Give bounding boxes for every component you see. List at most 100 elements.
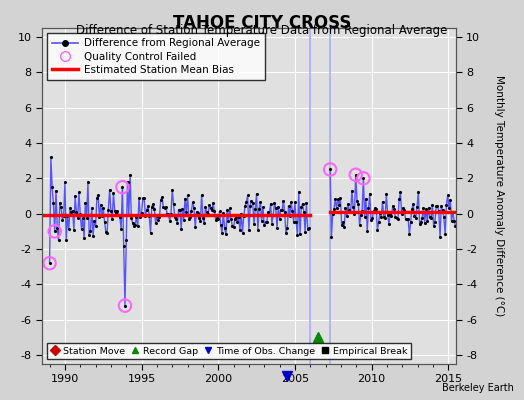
Point	[441, 231, 450, 238]
Point	[326, 166, 334, 173]
Point	[184, 215, 193, 222]
Point	[171, 214, 179, 220]
Point	[389, 203, 397, 209]
Point	[224, 218, 233, 224]
Point	[254, 226, 262, 233]
Point	[178, 205, 187, 212]
Point	[89, 232, 97, 239]
Point	[125, 212, 133, 218]
Point	[352, 172, 360, 178]
Point	[280, 209, 289, 216]
Point	[107, 208, 115, 214]
Point	[352, 172, 360, 178]
Point	[421, 220, 429, 226]
Point	[292, 219, 300, 226]
Point	[57, 204, 66, 210]
Point	[370, 205, 379, 212]
Point	[339, 219, 347, 225]
Point	[341, 204, 350, 211]
Point	[261, 219, 270, 226]
Point	[227, 216, 235, 222]
Text: Difference of Station Temperature Data from Regional Average: Difference of Station Temperature Data f…	[77, 24, 447, 37]
Point	[245, 227, 253, 233]
Point	[402, 216, 411, 222]
Point	[363, 228, 372, 234]
Point	[174, 206, 183, 213]
Point	[260, 222, 268, 228]
Point	[357, 212, 365, 218]
Point	[102, 229, 110, 235]
Point	[395, 196, 403, 202]
Point	[234, 214, 243, 220]
Point	[53, 225, 61, 231]
Point	[90, 218, 99, 224]
Point	[266, 200, 275, 207]
Point	[450, 217, 458, 224]
Point	[434, 208, 443, 215]
Point	[61, 179, 69, 185]
Point	[199, 215, 207, 221]
Point	[384, 211, 392, 218]
Point	[394, 216, 402, 222]
Point	[345, 207, 354, 214]
Point	[209, 200, 217, 207]
Point	[64, 226, 73, 232]
Point	[66, 204, 74, 211]
Point	[239, 212, 248, 219]
Point	[121, 302, 129, 309]
Point	[301, 228, 309, 235]
Point	[431, 219, 439, 225]
Point	[98, 212, 106, 219]
Point	[201, 204, 210, 210]
Point	[96, 202, 105, 208]
Point	[410, 213, 419, 219]
Point	[223, 206, 232, 213]
Point	[127, 214, 136, 221]
Point	[336, 195, 345, 201]
Point	[250, 220, 258, 227]
Point	[279, 198, 288, 204]
Point	[50, 228, 59, 234]
Point	[100, 218, 108, 225]
Point	[268, 220, 276, 227]
Point	[176, 206, 184, 213]
Point	[255, 206, 264, 212]
Point	[419, 205, 428, 211]
Point	[386, 210, 395, 217]
Point	[143, 207, 151, 213]
Point	[283, 225, 291, 232]
Point	[155, 214, 163, 220]
Point	[168, 186, 177, 193]
Point	[78, 226, 86, 232]
Y-axis label: Monthly Temperature Anomaly Difference (°C): Monthly Temperature Anomaly Difference (…	[494, 75, 504, 317]
Point	[368, 215, 377, 222]
Point	[302, 200, 311, 206]
Point	[300, 209, 308, 215]
Point	[163, 211, 171, 217]
Point	[116, 214, 124, 220]
Point	[146, 229, 155, 236]
Point	[228, 222, 236, 229]
Point	[205, 202, 213, 208]
Point	[50, 228, 59, 234]
Point	[52, 188, 60, 194]
Point	[285, 203, 293, 209]
Point	[85, 232, 93, 238]
Point	[167, 211, 175, 218]
Point	[362, 196, 370, 202]
Point	[187, 207, 195, 214]
Point	[413, 204, 421, 210]
Point	[158, 194, 166, 201]
Point	[273, 224, 281, 231]
Point	[282, 230, 290, 236]
Point	[398, 211, 406, 218]
Point	[303, 226, 312, 232]
Point	[286, 213, 294, 220]
Point	[361, 214, 369, 220]
Point	[113, 208, 122, 214]
Point	[111, 208, 119, 214]
Point	[332, 205, 341, 211]
Point	[58, 217, 67, 224]
Point	[72, 209, 81, 215]
Point	[446, 196, 454, 203]
